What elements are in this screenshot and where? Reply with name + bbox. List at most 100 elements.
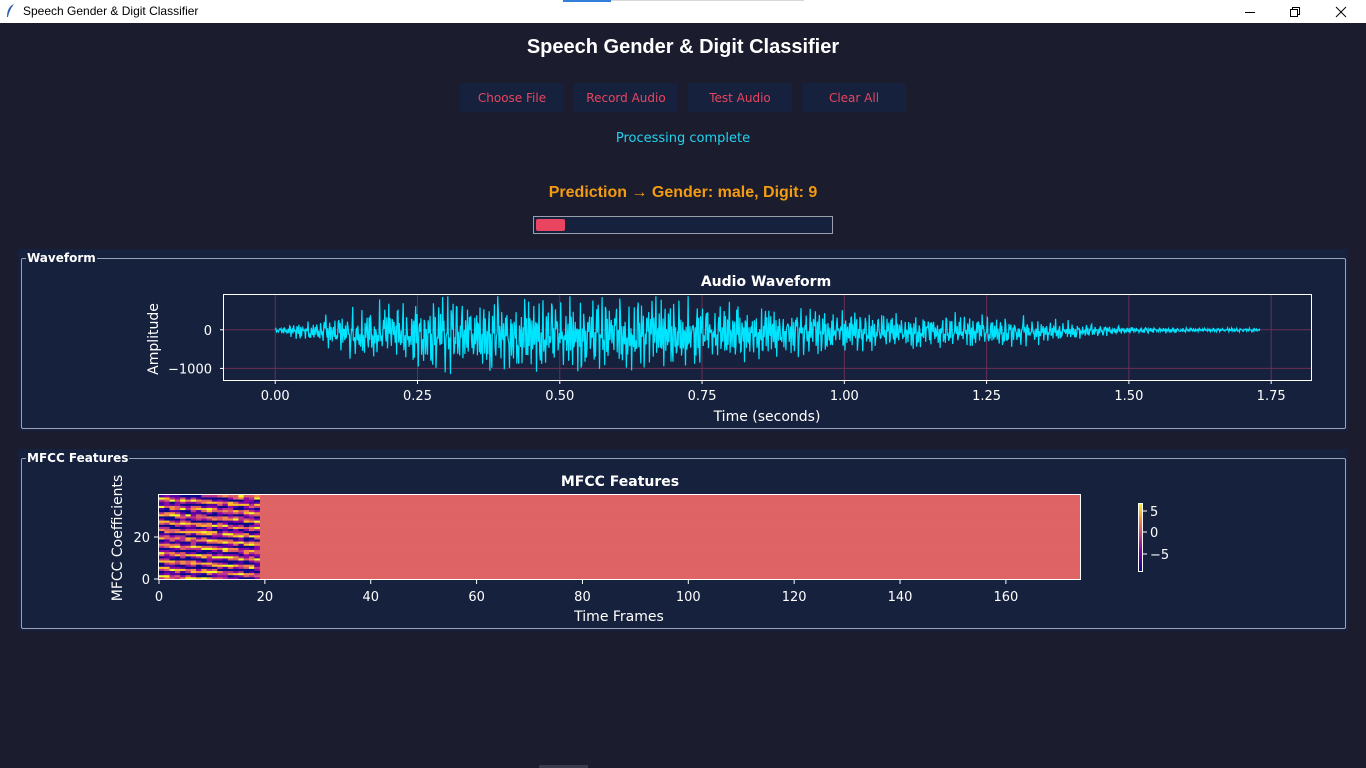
mfcc-cell [248, 560, 255, 563]
mfcc-cell [169, 560, 176, 563]
mfcc-cell [190, 518, 197, 521]
mfcc-band [259, 568, 1080, 571]
mfcc-cell [196, 555, 202, 559]
mfcc-cell [217, 576, 223, 580]
mfcc-cell [227, 549, 234, 553]
mfcc-cell [174, 509, 181, 513]
colorbar-tick-label: 5 [1150, 505, 1158, 520]
mfcc-cell [248, 576, 255, 580]
mfcc-cell [222, 566, 229, 569]
mfcc-cell [190, 543, 197, 546]
mfcc-cell [211, 562, 218, 565]
mfcc-cell [164, 513, 170, 517]
mfcc-cell [222, 572, 229, 576]
mfcc-cell [190, 572, 197, 576]
close-button[interactable] [1318, 0, 1364, 23]
mfcc-cell [159, 522, 165, 525]
mfcc-xtick-label: 0 [155, 590, 163, 605]
waveform-line [274, 296, 1261, 375]
mfcc-cell [254, 537, 260, 540]
record-audio-button[interactable]: Record Audio [574, 83, 678, 112]
mfcc-cell [233, 516, 239, 519]
mfcc-cell [238, 511, 245, 515]
mfcc-cell [243, 564, 250, 567]
waveform-panel [21, 258, 1346, 429]
mfcc-cell [164, 566, 170, 569]
minimize-button[interactable] [1227, 0, 1273, 23]
mfcc-cell [206, 541, 213, 544]
mfcc-cell [217, 564, 223, 567]
test-audio-button[interactable]: Test Audio [688, 83, 792, 112]
mfcc-band [259, 518, 1080, 521]
mfcc-cell [233, 507, 239, 511]
mfcc-cell [206, 545, 213, 548]
choose-file-button[interactable]: Choose File [460, 83, 564, 112]
mfcc-cell [248, 518, 255, 521]
mfcc-cell [174, 560, 181, 563]
mfcc-cell [180, 541, 186, 544]
mfcc-cell [243, 560, 250, 563]
mfcc-cell [159, 541, 165, 544]
progress-fill [536, 219, 566, 231]
clear-all-button[interactable]: Clear All [802, 83, 906, 112]
mfcc-cell [217, 499, 223, 502]
mfcc-cell [180, 534, 186, 538]
mfcc-cell [211, 553, 218, 557]
mfcc-cell [169, 505, 176, 508]
mfcc-cell [159, 509, 165, 513]
mfcc-cell [201, 545, 208, 548]
mfcc-cell [206, 528, 213, 532]
mfcc-cell [201, 572, 208, 576]
mfcc-cell [243, 541, 250, 544]
mfcc-cell [201, 568, 208, 571]
mfcc-cell [206, 495, 213, 498]
waveform-xtick-label: 1.50 [1114, 389, 1143, 404]
mfcc-cell [254, 524, 260, 527]
mfcc-cell [185, 513, 192, 517]
mfcc-cell [185, 518, 192, 521]
mfcc-cell [169, 528, 176, 532]
mfcc-cell [164, 560, 170, 563]
mfcc-cell [185, 570, 192, 574]
mfcc-cell [227, 576, 234, 580]
mfcc-cell [169, 516, 176, 519]
mfcc-cell [227, 543, 234, 546]
waveform-xlabel: Time (seconds) [713, 409, 821, 425]
mfcc-cell [238, 528, 245, 532]
mfcc-cell [206, 555, 213, 559]
mfcc-cell [254, 526, 260, 529]
mfcc-cell [222, 560, 229, 563]
mfcc-cell [222, 564, 229, 567]
mfcc-cell [190, 509, 197, 513]
mfcc-cell [196, 564, 202, 567]
mfcc-cell [217, 553, 223, 557]
mfcc-cell [254, 518, 260, 521]
mfcc-cell [185, 549, 192, 553]
mfcc-cell [254, 545, 260, 548]
mfcc-cell [217, 522, 223, 525]
mfcc-cell [227, 553, 234, 557]
mfcc-cell [243, 530, 250, 534]
mfcc-cell [233, 530, 239, 534]
mfcc-cell [185, 534, 192, 538]
mfcc-cell [233, 564, 239, 567]
mfcc-cell [254, 558, 260, 561]
mfcc-cell [159, 520, 165, 523]
mfcc-cell [196, 532, 202, 536]
mfcc-cell [227, 503, 234, 506]
mfcc-cell [222, 516, 229, 519]
mfcc-plot-frame [158, 494, 1081, 580]
waveform-panel-label: Waveform [26, 251, 97, 265]
mfcc-cell [190, 551, 197, 555]
feather-icon [7, 4, 14, 17]
mfcc-cell [169, 522, 176, 525]
mfcc-band [259, 543, 1080, 546]
mfcc-cell [159, 570, 165, 574]
restore-button[interactable] [1272, 0, 1318, 23]
mfcc-cell [185, 528, 192, 532]
mfcc-cell [217, 570, 223, 574]
mfcc-cell [217, 543, 223, 546]
mfcc-cell [185, 516, 192, 519]
mfcc-cell [180, 549, 186, 553]
mfcc-cell [206, 539, 213, 542]
